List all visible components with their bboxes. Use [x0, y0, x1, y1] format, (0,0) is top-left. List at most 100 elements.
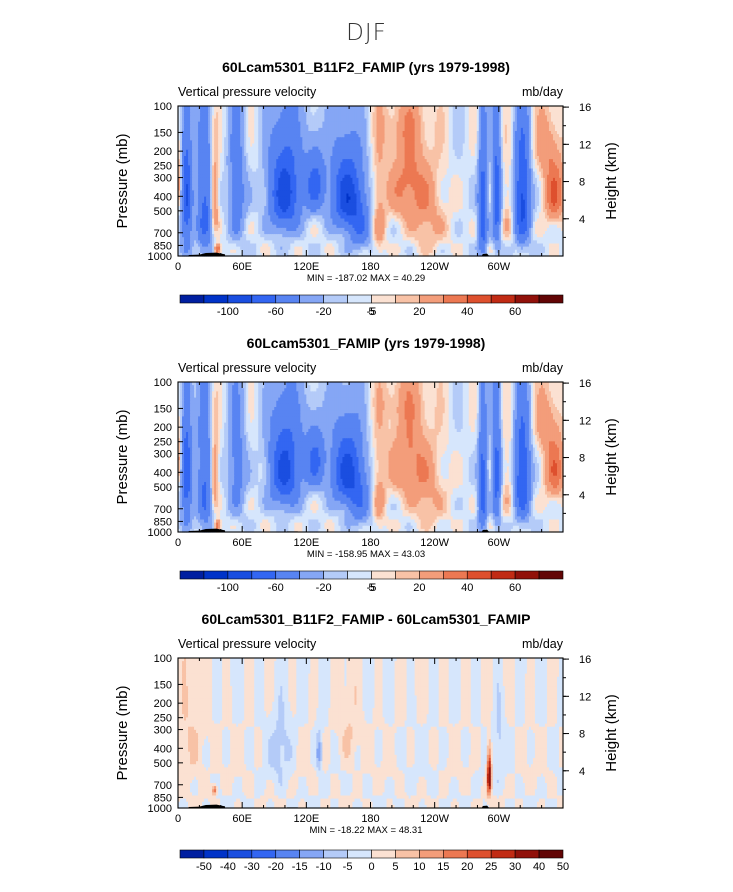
colorbar-swatch — [251, 570, 277, 580]
colorbar-label: 5 — [392, 861, 398, 873]
x-tick-label: 0 — [175, 537, 181, 549]
colorbar-swatch — [251, 294, 277, 304]
colorbar-label: 20 — [413, 306, 425, 318]
colorbar-swatch — [395, 570, 420, 580]
colorbar-label: -20 — [316, 582, 332, 594]
x-tick-label: 60E — [232, 261, 252, 273]
colorbar-swatch — [227, 849, 253, 859]
variable-label: Vertical pressure velocity — [178, 85, 317, 99]
colorbar-swatch — [275, 570, 300, 580]
field-contour — [178, 106, 564, 257]
colorbar-swatch — [179, 570, 205, 580]
colorbar-swatch — [323, 294, 348, 304]
height-tick-label: 16 — [579, 654, 591, 666]
colorbar-label: -15 — [292, 861, 308, 873]
x-tick-label: 180 — [361, 813, 379, 825]
height-tick-label: 4 — [579, 766, 585, 778]
colorbar-swatch — [347, 849, 372, 859]
height-tick-label: 12 — [579, 691, 591, 703]
colorbar-label: -10 — [316, 861, 332, 873]
height-tick-label: 8 — [579, 177, 585, 189]
colorbar-label: 60 — [509, 306, 521, 318]
colorbar — [179, 294, 564, 304]
colorbar-label: -60 — [268, 582, 284, 594]
colorbar-label: -5 — [367, 582, 377, 594]
chart-title: 60Lcam5301_FAMIP (yrs 1979-1998) — [247, 335, 486, 351]
chart-svg: 60Lcam5301_FAMIP (yrs 1979-1998) Vertical… — [114, 335, 620, 594]
colorbar-swatch — [538, 849, 564, 859]
colorbar-swatch — [371, 294, 396, 304]
colorbar-swatch — [347, 294, 372, 304]
colorbar-label: 20 — [413, 582, 425, 594]
colorbar-swatch — [299, 849, 324, 859]
x-tick-label: 120W — [420, 813, 449, 825]
colorbar-swatch — [466, 294, 492, 304]
colorbar-swatch — [419, 294, 444, 304]
chart-panel-2: 60Lcam5301_FAMIP (yrs 1979-1998) Vertical… — [0, 331, 733, 601]
y-tick-label: 700 — [154, 780, 172, 792]
colorbar-label: -5 — [367, 306, 377, 318]
y-tick-label: 100 — [154, 653, 172, 665]
x-tick-label: 120E — [293, 537, 319, 549]
chart-panel-3: 60Lcam5301_B11F2_FAMIP - 60Lcam5301_FAMI… — [0, 607, 733, 887]
colorbar-swatch — [371, 570, 396, 580]
colorbar-swatch — [538, 294, 564, 304]
colorbar-swatch — [179, 849, 205, 859]
x-tick-label: 60W — [488, 537, 511, 549]
y-right-axis-title: Height (km) — [603, 142, 620, 220]
y-axis-title: Pressure (mb) — [114, 409, 131, 504]
colorbar-label: 30 — [509, 861, 521, 873]
y-tick-label: 1000 — [148, 251, 172, 263]
colorbar-swatch — [514, 570, 540, 580]
x-tick-label: 60E — [232, 537, 252, 549]
colorbar-swatch — [203, 849, 229, 859]
min-max-stats: MIN = -187.02 MAX = 40.29 — [307, 273, 425, 284]
x-tick-label: 60W — [488, 813, 511, 825]
colorbar-label: -50 — [196, 861, 212, 873]
y-tick-label: 400 — [154, 467, 172, 479]
y-tick-label: 100 — [154, 377, 172, 389]
colorbar-swatch — [323, 849, 348, 859]
colorbar-swatch — [323, 570, 348, 580]
page-title: DJF — [0, 20, 733, 46]
colorbar-swatch — [299, 570, 324, 580]
height-tick-label: 8 — [579, 453, 585, 465]
min-max-stats: MIN = -18.22 MAX = 48.31 — [309, 825, 422, 836]
height-tick-label: 4 — [579, 490, 585, 502]
chart-title: 60Lcam5301_B11F2_FAMIP (yrs 1979-1998) — [222, 59, 510, 75]
colorbar-swatch — [443, 849, 468, 859]
colorbar-label: 10 — [413, 861, 425, 873]
colorbar-swatch — [275, 849, 300, 859]
y-tick-label: 300 — [154, 725, 172, 737]
x-tick-label: 120W — [420, 537, 449, 549]
colorbar-label: -40 — [220, 861, 236, 873]
chart-svg: 60Lcam5301_B11F2_FAMIP (yrs 1979-1998) Ve… — [114, 59, 620, 318]
colorbar-swatch — [419, 570, 444, 580]
y-tick-label: 500 — [154, 206, 172, 218]
colorbar-label: 0 — [368, 861, 374, 873]
y-tick-label: 200 — [154, 422, 172, 434]
colorbar-swatch — [490, 570, 516, 580]
chart-svg: 60Lcam5301_B11F2_FAMIP - 60Lcam5301_FAMI… — [114, 611, 620, 873]
colorbar-swatch — [395, 849, 420, 859]
colorbar-swatch — [203, 294, 229, 304]
colorbar-swatch — [227, 294, 253, 304]
colorbar-swatch — [466, 849, 492, 859]
y-tick-label: 250 — [154, 161, 172, 173]
y-tick-label: 850 — [154, 516, 172, 528]
colorbar-label: 5 — [368, 582, 374, 594]
y-tick-label: 200 — [154, 698, 172, 710]
y-right-axis-title: Height (km) — [603, 694, 620, 772]
x-tick-label: 120E — [293, 261, 319, 273]
colorbar-label: -5 — [343, 861, 353, 873]
colorbar-swatch — [514, 849, 540, 859]
units-label: mb/day — [522, 637, 564, 651]
colorbar-label: 50 — [557, 861, 569, 873]
y-tick-label: 500 — [154, 482, 172, 494]
x-tick-label: 180 — [361, 261, 379, 273]
x-tick-label: 120E — [293, 813, 319, 825]
colorbar-label: -20 — [268, 861, 284, 873]
height-tick-label: 4 — [579, 214, 585, 226]
colorbar-swatch — [490, 849, 516, 859]
x-tick-label: 0 — [175, 261, 181, 273]
